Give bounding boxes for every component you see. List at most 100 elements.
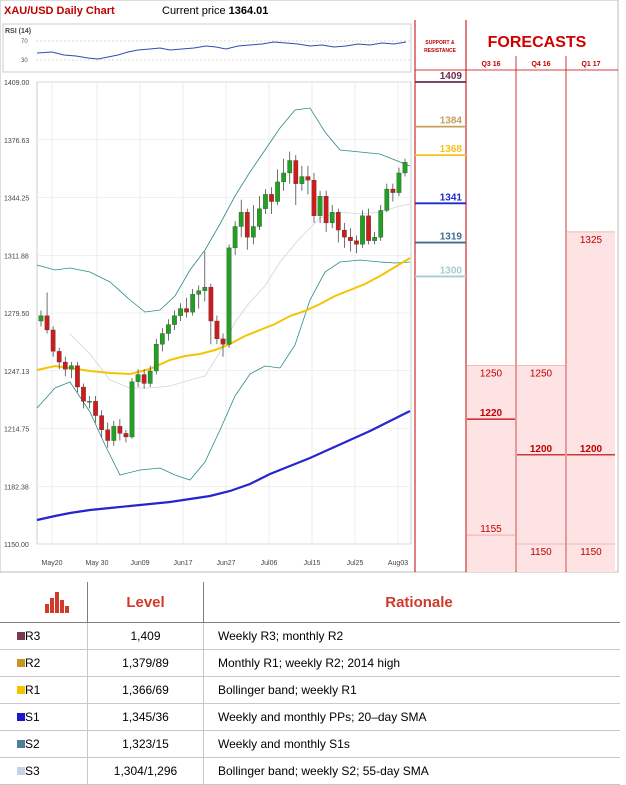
forecast-low-label: 1155: [480, 524, 502, 535]
candle-body: [402, 162, 408, 174]
y-tick-label: 1311.88: [4, 253, 29, 260]
candle: [184, 297, 189, 318]
candle: [232, 221, 238, 256]
y-tick-label: 1279.50: [4, 311, 29, 318]
candle: [56, 347, 62, 370]
forecast-mid-label: 1200: [530, 444, 553, 455]
levels-icon-cell: [25, 582, 88, 623]
candle: [147, 365, 153, 388]
candle-body: [135, 374, 141, 382]
candle-body: [99, 415, 105, 430]
candle-body: [384, 188, 390, 211]
candle: [269, 187, 274, 214]
candle-body: [244, 212, 250, 238]
candle: [250, 205, 256, 245]
row-name: S1: [25, 703, 88, 731]
forecast-quarter-q1-17: Q1 17: [581, 61, 600, 68]
y-tick-label: 1214.75: [4, 427, 29, 434]
candle: [159, 328, 165, 352]
row-swatch-cell: [0, 622, 25, 650]
sr-level-label: 1319: [440, 232, 463, 243]
candle-body: [202, 286, 208, 291]
candle: [360, 210, 365, 248]
x-axis: May20 May 30 Jun09 Jun17 Jun27 Jul06 Jul15 Jul2…: [41, 560, 408, 567]
forecast-top-label: 1325: [580, 235, 603, 246]
candle-body: [378, 210, 384, 238]
x-tick-label: May20: [41, 560, 62, 567]
sr-level-label: 1368: [440, 144, 463, 155]
x-tick-label: Jun17: [173, 560, 192, 567]
candle: [153, 338, 159, 375]
sr-level-label: 1409: [440, 71, 463, 82]
candle-body: [111, 426, 117, 441]
candle-body: [214, 320, 220, 340]
sr-level-label: 1300: [440, 265, 463, 276]
forecast-top-label: 1250: [480, 369, 503, 380]
y-tick-label: 1150.00: [4, 542, 29, 549]
candle-body: [335, 212, 341, 231]
candle-body: [348, 237, 353, 241]
candle-body: [341, 229, 347, 238]
row-rationale: Weekly and monthly PPs; 20–day SMA: [203, 703, 620, 731]
candle: [348, 228, 353, 252]
candle: [323, 190, 329, 232]
candle: [81, 383, 86, 409]
forecast-quarter-q3-16: Q3 16: [481, 61, 500, 68]
x-tick-label: Aug03: [388, 560, 408, 567]
level-color-swatch: [17, 632, 25, 640]
table-row: R3 1,409 Weekly R3; monthly R2: [0, 622, 620, 650]
forecast-mid-label: 1200: [580, 444, 603, 455]
candle: [317, 190, 323, 223]
level-color-swatch: [17, 740, 25, 748]
candle: [135, 369, 141, 388]
row-swatch-cell: [0, 730, 25, 758]
levels-table: Level Rationale R3 1,409 Weekly R3; monthl…: [0, 582, 620, 785]
candle-body: [232, 226, 238, 249]
candle-body: [75, 365, 80, 388]
candle: [402, 158, 408, 177]
candle-body: [196, 290, 202, 295]
candle-body: [50, 329, 56, 352]
bar-chart-icon: [45, 591, 69, 613]
row-name: S2: [25, 730, 88, 758]
levels-body: R3 1,409 Weekly R3; monthly R2 R2 1,379/89 Mo…: [0, 622, 620, 785]
sr-level-label: 1341: [440, 192, 463, 203]
price-label: Current price 1364.01: [162, 5, 268, 17]
rsi-line: [36, 41, 407, 60]
candle-body: [360, 215, 365, 245]
candle: [396, 167, 402, 197]
candle: [214, 315, 220, 345]
indicator-overlays: [36, 107, 411, 522]
candle: [141, 369, 147, 389]
sr-level-label: 1384: [440, 116, 463, 127]
sr-header-line1: SUPPORT &: [425, 40, 455, 46]
row-level: 1,366/69: [87, 676, 204, 704]
candle-body: [117, 426, 123, 434]
candle: [50, 326, 56, 357]
candle-body: [366, 215, 371, 241]
candle: [68, 362, 74, 379]
candle: [378, 205, 384, 241]
candle-body: [257, 208, 262, 227]
grid: [37, 81, 411, 545]
y-axis: 1409.00 1376.63 1344.25 1311.88 1279.50 1247.…: [4, 80, 29, 549]
candle-body: [166, 324, 171, 334]
candle-body: [105, 429, 111, 441]
forecast-top-label: 1250: [530, 369, 553, 380]
table-row: S3 1,304/1,296 Bollinger band; weekly S2; …: [0, 757, 620, 785]
candle: [196, 285, 202, 309]
candle-body: [293, 160, 299, 184]
level-color-swatch: [17, 767, 25, 775]
candle-body: [208, 286, 214, 322]
row-level: 1,304/1,296: [87, 757, 204, 785]
candle-body: [38, 315, 44, 322]
candle: [354, 235, 359, 254]
candle-body: [329, 212, 335, 224]
candle-body: [129, 381, 135, 438]
row-swatch-cell: [0, 676, 25, 704]
row-rationale: Monthly R1; weekly R2; 2014 high: [203, 649, 620, 677]
table-row: S1 1,345/36 Weekly and monthly PPs; 20–day…: [0, 703, 620, 731]
level-color-swatch: [17, 686, 25, 694]
row-rationale: Weekly R3; monthly R2: [203, 622, 620, 650]
